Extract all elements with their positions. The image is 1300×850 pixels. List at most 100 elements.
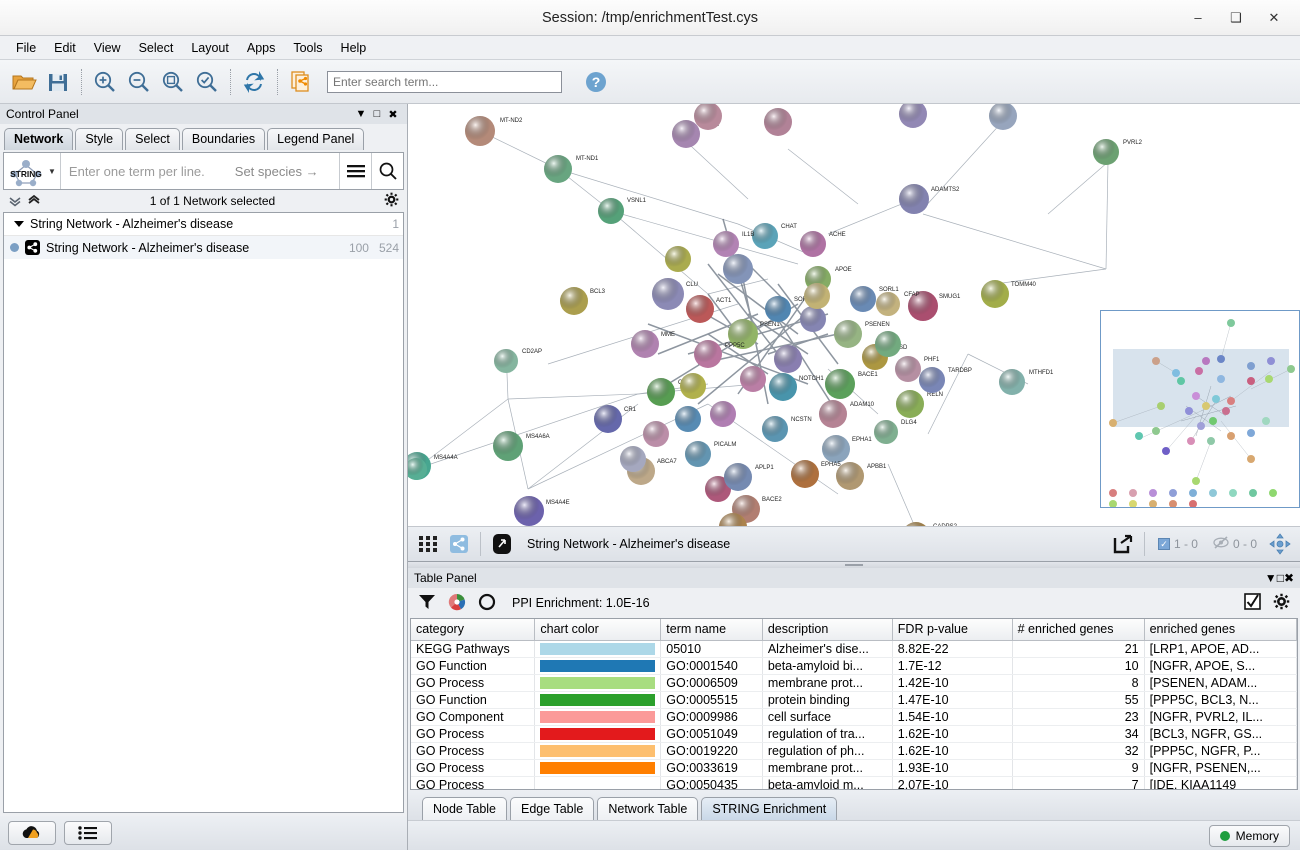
enrichment-table-wrapper[interactable]: category chart color term name descripti… — [410, 618, 1298, 790]
tab-style[interactable]: Style — [75, 128, 124, 150]
table-chevron-down-icon[interactable]: ▼ — [1264, 571, 1277, 585]
col-enriched-count[interactable]: # enriched genes — [1012, 619, 1145, 641]
table-row[interactable]: GO Component GO:0009986 cell surface 1.54E-… — [411, 708, 1297, 726]
network-graph[interactable]: MT-ND2 MT-ND1 VSNL1 GAB2 ADAMTS2 SMUG1 T… — [408, 104, 1296, 527]
gear-icon[interactable] — [384, 192, 399, 210]
expand-network-icon[interactable] — [488, 531, 516, 557]
string-logo-icon[interactable]: STRING — [4, 153, 48, 189]
refresh-icon[interactable] — [238, 66, 270, 98]
hamburger-icon[interactable] — [339, 153, 371, 189]
table-row[interactable]: GO Process GO:0019220 regulation of ph... 1… — [411, 742, 1297, 760]
cloud-icon[interactable] — [8, 821, 56, 845]
menu-edit[interactable]: Edit — [54, 40, 76, 55]
cell-fdr-pvalue: 1.93E-10 — [892, 759, 1013, 777]
svg-text:RELN: RELN — [927, 392, 943, 398]
network-tree-parent[interactable]: String Network - Alzheimer's disease 1 — [4, 213, 403, 236]
table-row[interactable]: GO Process GO:0050435 beta-amyloid m... 2.0… — [411, 776, 1297, 789]
export-icon[interactable] — [1109, 531, 1137, 557]
menu-apps[interactable]: Apps — [246, 40, 276, 55]
zoom-in-icon[interactable] — [89, 66, 121, 98]
tab-string-enrichment[interactable]: STRING Enrichment — [701, 797, 838, 820]
table-row[interactable]: GO Process GO:0033619 membrane prot... 1.93… — [411, 759, 1297, 777]
zoom-out-icon[interactable] — [123, 66, 155, 98]
network-list[interactable]: String Network - Alzheimer's disease 1 S… — [3, 212, 404, 813]
birds-eye-view[interactable] — [1100, 310, 1300, 508]
table-row[interactable]: GO Process GO:0051049 regulation of tra...… — [411, 725, 1297, 743]
close-button[interactable]: ✕ — [1268, 9, 1280, 25]
menu-bar: File Edit View Select Layout Apps Tools … — [0, 36, 1300, 60]
close-panel-icon[interactable]: ✖ — [388, 108, 398, 121]
menu-file[interactable]: File — [16, 40, 37, 55]
horizontal-splitter[interactable] — [408, 562, 1300, 568]
chevron-down-icon[interactable]: ▼ — [355, 108, 367, 120]
list-icon[interactable] — [64, 821, 112, 845]
left-status-bar — [0, 816, 407, 850]
float-panel-icon[interactable]: □ — [373, 108, 381, 120]
svg-text:NOTCH1: NOTCH1 — [799, 376, 824, 382]
col-category[interactable]: category — [411, 619, 536, 641]
search-field[interactable] — [333, 74, 556, 89]
help-icon[interactable]: ? — [580, 66, 612, 98]
search-icon[interactable] — [371, 153, 403, 189]
network-canvas[interactable]: MT-ND2 MT-ND1 VSNL1 GAB2 ADAMTS2 SMUG1 T… — [408, 104, 1300, 527]
minimize-button[interactable]: – — [1194, 10, 1202, 25]
menu-layout[interactable]: Layout — [191, 40, 229, 55]
svg-text:BCL3: BCL3 — [590, 289, 606, 295]
open-icon[interactable] — [8, 66, 40, 98]
network-tree-child[interactable]: String Network - Alzheimer's disease 100… — [4, 236, 403, 259]
col-term-name[interactable]: term name — [660, 619, 763, 641]
table-float-icon[interactable]: □ — [1276, 571, 1284, 585]
gear-icon[interactable] — [1273, 593, 1290, 613]
string-term-input[interactable]: Enter one term per line. Set species → — [59, 153, 339, 189]
tab-network[interactable]: Network — [4, 128, 74, 150]
zoom-fit-icon[interactable] — [157, 66, 189, 98]
svg-text:ADAMTS2: ADAMTS2 — [931, 187, 960, 193]
table-row[interactable]: GO Process GO:0006509 membrane prot... 1.42… — [411, 674, 1297, 692]
tab-select[interactable]: Select — [125, 128, 180, 150]
string-input-placeholder: Enter one term per line. — [68, 163, 205, 179]
table-row[interactable]: GO Function GO:0005515 protein binding 1.47… — [411, 691, 1297, 709]
col-fdr-pvalue[interactable]: FDR p-value — [892, 619, 1013, 641]
donut-chart-icon[interactable] — [478, 593, 496, 614]
zoom-selected-icon[interactable] — [191, 66, 223, 98]
filter-icon[interactable] — [418, 593, 436, 614]
tab-legend-panel[interactable]: Legend Panel — [267, 128, 365, 150]
menu-select[interactable]: Select — [138, 40, 174, 55]
color-swatch — [540, 676, 656, 689]
string-search-bar: STRING ▼ Enter one term per line. Set sp… — [3, 152, 404, 190]
menu-tools[interactable]: Tools — [293, 40, 323, 55]
maximize-button[interactable]: ❑ — [1230, 9, 1242, 25]
pan-mode-icon[interactable] — [1266, 531, 1294, 557]
tab-network-table[interactable]: Network Table — [597, 797, 699, 820]
set-species-link[interactable]: Set species → — [234, 163, 319, 179]
table-panel: Table Panel ▼ □ ✖ PPI Enrichment: 1. — [408, 568, 1300, 850]
table-row[interactable]: KEGG Pathways 05010 Alzheimer's dise... 8.8… — [411, 640, 1297, 658]
tab-boundaries[interactable]: Boundaries — [181, 128, 266, 150]
expand-triangle-icon[interactable] — [14, 221, 24, 227]
col-description[interactable]: description — [762, 619, 893, 641]
menu-view[interactable]: View — [93, 40, 121, 55]
table-close-icon[interactable]: ✖ — [1283, 571, 1294, 585]
col-enriched-genes[interactable]: enriched genes — [1144, 619, 1297, 641]
species-dropdown-caret-icon[interactable]: ▼ — [48, 166, 56, 176]
svg-text:CADPS2: CADPS2 — [933, 524, 958, 527]
table-row[interactable]: GO Function GO:0001540 beta-amyloid bi... 1… — [411, 657, 1297, 675]
ppi-enrichment-label: PPI Enrichment: 1.0E-16 — [512, 596, 650, 610]
grid-view-icon[interactable] — [414, 531, 442, 557]
tab-edge-table[interactable]: Edge Table — [510, 797, 595, 820]
search-input[interactable] — [327, 70, 562, 93]
svg-text:CR1: CR1 — [624, 407, 637, 413]
tab-node-table[interactable]: Node Table — [422, 797, 508, 820]
col-chart-color[interactable]: chart color — [534, 619, 662, 641]
memory-button[interactable]: Memory — [1208, 824, 1290, 847]
pie-chart-icon[interactable] — [448, 593, 466, 614]
hidden-nodes-counter[interactable]: 0 - 0 — [1207, 536, 1263, 552]
select-all-checkbox-icon[interactable] — [1244, 593, 1261, 613]
save-icon[interactable] — [42, 66, 74, 98]
cell-category: GO Process — [411, 759, 536, 777]
selected-nodes-counter[interactable]: ✓ 1 - 0 — [1152, 537, 1204, 551]
menu-help[interactable]: Help — [340, 40, 367, 55]
share-network-icon[interactable] — [285, 66, 317, 98]
network-share-view-icon[interactable] — [445, 531, 473, 557]
collapse-expand-icons[interactable] — [8, 194, 41, 208]
